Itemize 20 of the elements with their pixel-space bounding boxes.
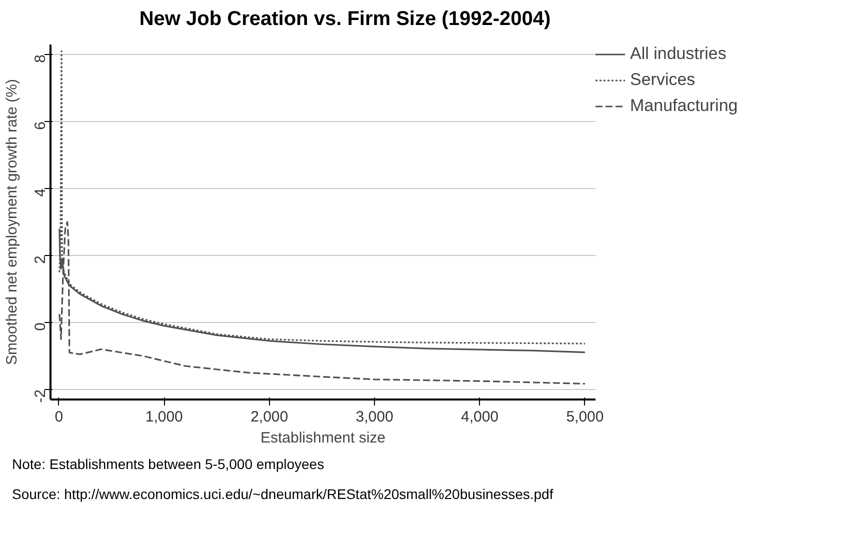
y-tick-label: 0 — [32, 322, 49, 330]
y-tick-label: 6 — [32, 121, 49, 130]
legend-label: All industries — [630, 44, 726, 64]
y-axis-title: Smoothed net employment growth rate (%) — [4, 78, 20, 365]
y-tick-label: 8 — [32, 54, 49, 62]
y-tick-label: 2 — [32, 255, 49, 264]
legend-label: Manufacturing — [630, 96, 738, 116]
text: Note: Establishments between 5-5,000 employees — [12, 454, 324, 474]
y-tick-label: -2 — [32, 389, 49, 402]
x-tick-label: 1,000 — [145, 408, 183, 426]
y-tick-label: 4 — [32, 188, 49, 196]
x-tick-label: 2,000 — [250, 408, 288, 426]
chart-title: New Job Creation vs. Firm Size (1992-2004) — [139, 7, 551, 32]
x-tick-label: 0 — [54, 408, 64, 426]
x-axis-title: Establishment size — [260, 429, 386, 446]
legend-label: Services — [630, 70, 696, 90]
source-note: Source: http://www.economics.uci.edu/~dneumark/REStat%20small%20businesses.pdf — [12, 484, 554, 504]
x-tick-label: 5,000 — [566, 408, 604, 426]
x-tick-label: 4,000 — [461, 408, 499, 426]
x-tick-label: 3,000 — [356, 408, 394, 426]
